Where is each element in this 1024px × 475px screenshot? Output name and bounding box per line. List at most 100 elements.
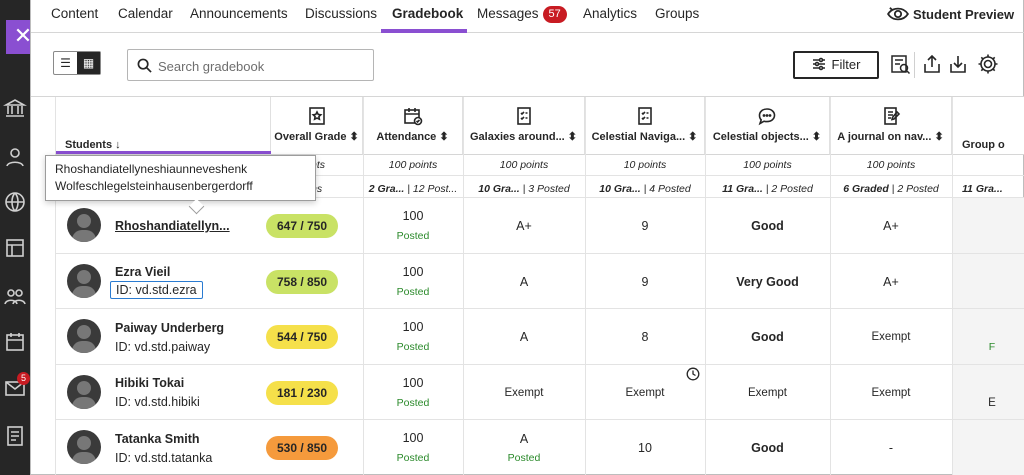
grades-icon[interactable] bbox=[3, 424, 27, 448]
student-preview-label: Student Preview bbox=[913, 7, 1015, 22]
column-label-overall-grade: Overall Grade ⬍ bbox=[274, 131, 359, 143]
avatar bbox=[67, 375, 101, 409]
assignment-icon bbox=[637, 107, 652, 125]
avatar bbox=[67, 208, 101, 242]
tab-calendar[interactable]: Calendar bbox=[118, 6, 173, 21]
filter-button[interactable]: Filter bbox=[793, 51, 879, 79]
divider bbox=[55, 197, 1024, 198]
journal-graded: 6 Graded bbox=[843, 183, 889, 195]
column-label-attendance: Attendance ⬍ bbox=[376, 131, 449, 143]
journal-grade[interactable]: Exempt bbox=[871, 387, 911, 399]
galaxies-grade[interactable]: A bbox=[519, 432, 529, 446]
institution-icon[interactable] bbox=[2, 96, 28, 120]
attendance-grade[interactable]: 100 bbox=[402, 431, 424, 445]
tab-content[interactable]: Content bbox=[51, 6, 99, 21]
calendar-icon[interactable] bbox=[3, 330, 27, 354]
celestial-navigation-grade[interactable]: 8 bbox=[641, 330, 649, 344]
journal-posted: | 2 Posted bbox=[891, 183, 939, 195]
galaxies-grade[interactable]: A bbox=[519, 330, 529, 344]
left-navigation-rail: 5 bbox=[0, 0, 30, 475]
overall-grade-pill[interactable]: 647 / 750 bbox=[266, 214, 338, 238]
celestial-navigation-grade[interactable]: 9 bbox=[641, 219, 649, 233]
student-id[interactable]: ID: vd.std.ezra bbox=[110, 281, 203, 299]
student-preview-icon bbox=[887, 7, 909, 21]
tab-discussions[interactable]: Discussions bbox=[305, 6, 378, 21]
gradebook-grid: Students ↓ Overall Grade ⬍ Attendance ⬍ … bbox=[31, 96, 1024, 475]
column-divider bbox=[830, 97, 831, 475]
profile-icon[interactable] bbox=[3, 145, 27, 169]
export-icon[interactable] bbox=[921, 53, 943, 75]
column-header-students[interactable]: Students ↓ bbox=[55, 97, 271, 155]
list-view-icon[interactable]: ☰ bbox=[60, 56, 71, 70]
column-header-journal[interactable]: A journal on nav... ⬍ bbox=[830, 97, 952, 155]
journal-icon bbox=[883, 107, 900, 125]
column-header-galaxies[interactable]: Galaxies around... ⬍ bbox=[463, 97, 585, 155]
celestial-navigation-grade[interactable]: 9 bbox=[641, 275, 649, 289]
celestial-objects-grade[interactable]: Good bbox=[751, 330, 784, 344]
column-header-overall-grade[interactable]: Overall Grade ⬍ bbox=[271, 97, 363, 155]
column-divider bbox=[705, 97, 706, 475]
overall-grade-pill[interactable]: 544 / 750 bbox=[266, 325, 338, 349]
student-name[interactable]: Hibiki Tokai bbox=[115, 376, 185, 390]
student-name[interactable]: Ezra Vieil bbox=[115, 265, 171, 279]
search-input[interactable] bbox=[158, 56, 366, 76]
globe-icon[interactable] bbox=[3, 190, 27, 214]
student-name[interactable]: Paiway Underberg bbox=[115, 321, 225, 335]
celestial-objects-grade[interactable]: Very Good bbox=[736, 275, 799, 289]
avatar bbox=[67, 430, 101, 464]
tab-messages-label: Messages bbox=[477, 6, 539, 21]
student-name-link[interactable]: Rhoshandiatellyn... bbox=[115, 219, 230, 233]
divider bbox=[55, 364, 1024, 365]
organizations-icon[interactable] bbox=[3, 285, 27, 309]
journal-grade[interactable]: - bbox=[888, 441, 894, 455]
column-label-group: Group o bbox=[962, 139, 1005, 151]
tab-groups[interactable]: Groups bbox=[655, 6, 700, 21]
student-name[interactable]: Tatanka Smith bbox=[115, 432, 200, 446]
journal-grade[interactable]: A+ bbox=[883, 219, 899, 233]
attendance-status: Posted bbox=[396, 341, 430, 353]
divider bbox=[55, 175, 1024, 176]
overall-grade-pill[interactable]: 530 / 850 bbox=[266, 436, 338, 460]
column-header-group[interactable]: Group o bbox=[952, 97, 1024, 155]
column-header-celestial-objects[interactable]: Celestial objects... ⬍ bbox=[705, 97, 830, 155]
galaxies-grade[interactable]: Exempt bbox=[504, 387, 544, 399]
attendance-grade[interactable]: 100 bbox=[402, 209, 424, 223]
journal-grade[interactable]: A+ bbox=[883, 275, 899, 289]
column-label-journal: A journal on nav... ⬍ bbox=[837, 131, 944, 143]
attendance-grade[interactable]: 100 bbox=[402, 376, 424, 390]
galaxies-grade[interactable]: A+ bbox=[516, 219, 532, 233]
settings-gear-icon[interactable] bbox=[977, 53, 999, 75]
grading-review-icon[interactable] bbox=[889, 53, 911, 75]
overall-grade-pill[interactable]: 181 / 230 bbox=[266, 381, 338, 405]
divider bbox=[55, 253, 1024, 254]
journal-grade[interactable]: Exempt bbox=[871, 331, 911, 343]
celestial-navigation-grade[interactable]: Exempt bbox=[625, 387, 665, 399]
celestial-objects-grade[interactable]: Good bbox=[751, 441, 784, 455]
tab-messages[interactable]: Messages 57 bbox=[477, 6, 567, 23]
avatar bbox=[67, 264, 101, 298]
courses-icon[interactable] bbox=[3, 236, 27, 260]
galaxies-grade[interactable]: A bbox=[519, 275, 529, 289]
assignment-icon bbox=[516, 107, 531, 125]
tab-analytics[interactable]: Analytics bbox=[583, 6, 638, 21]
download-icon[interactable] bbox=[947, 53, 969, 75]
overall-grade-pill[interactable]: 758 / 850 bbox=[266, 270, 338, 294]
celestial-objects-graded: 11 Gra... bbox=[722, 183, 763, 195]
student-id: ID: vd.std.paiway bbox=[115, 340, 211, 354]
celestial-objects-grade[interactable]: Exempt bbox=[748, 387, 787, 399]
celestial-objects-grade[interactable]: Good bbox=[751, 219, 784, 233]
column-header-attendance[interactable]: Attendance ⬍ bbox=[363, 97, 463, 155]
student-id: ID: vd.std.hibiki bbox=[115, 395, 200, 409]
attendance-status: Posted bbox=[396, 397, 430, 409]
student-preview-button[interactable]: Student Preview bbox=[887, 5, 1014, 23]
student-name-tooltip: Rhoshandiatellyneshiaunneveshenk Wolfesc… bbox=[45, 155, 316, 201]
attendance-grade[interactable]: 100 bbox=[402, 320, 424, 334]
group-grade[interactable]: E bbox=[988, 397, 996, 409]
column-header-celestial-navigation[interactable]: Celestial Naviga... ⬍ bbox=[585, 97, 705, 155]
celestial-navigation-grade[interactable]: 10 bbox=[638, 441, 652, 455]
attendance-grade[interactable]: 100 bbox=[402, 265, 424, 279]
tab-announcements[interactable]: Announcements bbox=[190, 6, 288, 21]
tab-gradebook[interactable]: Gradebook bbox=[392, 6, 464, 21]
grid-view-icon[interactable]: ▦ bbox=[77, 52, 100, 74]
